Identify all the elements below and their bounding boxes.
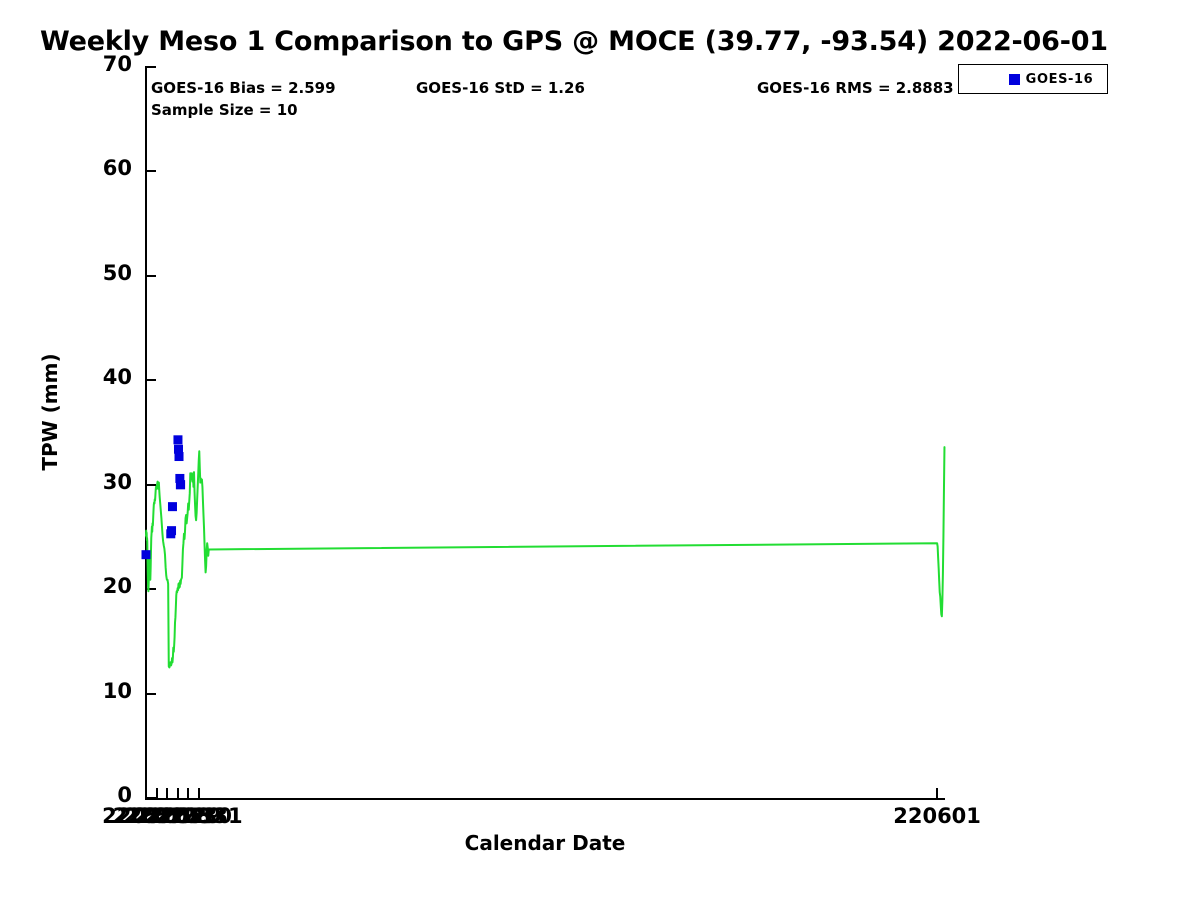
- y-tick-mark: [145, 692, 156, 695]
- stat-bias-label: GOES-16 Bias = 2.599: [151, 79, 336, 97]
- y-tick-mark: [145, 66, 156, 68]
- goes16-series-markers: [141, 435, 186, 560]
- stat-rms-label: GOES-16 RMS = 2.8883: [757, 79, 954, 97]
- y-tick-label: 70: [102, 52, 132, 76]
- y-axis-line: [145, 67, 147, 800]
- goes16-data-point: [175, 480, 185, 490]
- y-tick-mark: [145, 797, 156, 799]
- y-tick-label: 10: [102, 678, 132, 703]
- x-tick-label: 220601: [893, 804, 981, 828]
- x-tick-label: 220529: [133, 804, 222, 828]
- x-tick-label: 220531: [154, 804, 243, 828]
- x-tick-mark: [936, 788, 939, 799]
- y-tick-label: 60: [102, 156, 132, 181]
- y-tick-label: 20: [102, 574, 132, 599]
- y-tick-mark: [145, 170, 156, 173]
- goes16-data-point: [166, 529, 176, 539]
- x-tick-label: 220526: [102, 804, 190, 828]
- y-tick-label: 30: [102, 469, 132, 494]
- stat-sample-size-label: Sample Size = 10: [151, 101, 298, 119]
- x-tick-label: 220527: [112, 804, 201, 828]
- y-tick-mark: [145, 483, 156, 486]
- x-tick-mark: [176, 788, 179, 799]
- y-axis-title: TPW (mm): [38, 353, 62, 471]
- x-tick-label: 220528: [123, 804, 211, 828]
- stat-std-label: GOES-16 StD = 1.26: [416, 79, 585, 97]
- goes16-data-point: [174, 452, 184, 462]
- gps-series-line: [145, 446, 946, 669]
- y-tick-mark: [145, 274, 156, 277]
- goes16-data-point: [173, 435, 183, 445]
- x-axis-title: Calendar Date: [464, 831, 626, 855]
- y-tick-mark: [145, 379, 156, 382]
- x-axis-line: [145, 798, 945, 800]
- goes16-data-point: [173, 444, 183, 454]
- y-tick-label: 40: [102, 365, 132, 390]
- y-tick-mark: [145, 588, 156, 591]
- goes16-data-point: [175, 473, 185, 483]
- x-tick-mark: [197, 788, 200, 799]
- y-tick-label: 50: [102, 260, 132, 285]
- goes16-data-point: [167, 526, 177, 536]
- x-tick-mark: [166, 788, 169, 799]
- x-tick-label: 220530: [144, 804, 233, 828]
- legend-label-goes16: GOES-16: [1025, 71, 1094, 87]
- legend-swatch-goes16: [1009, 73, 1020, 85]
- x-tick-mark: [187, 788, 190, 799]
- chart-title: Weekly Meso 1 Comparison to GPS @ MOCE (…: [40, 26, 1108, 57]
- y-tick-label: 0: [117, 783, 132, 807]
- x-tick-mark: [155, 788, 158, 799]
- legend: GOES-16: [958, 64, 1108, 94]
- x-tick-mark: [145, 788, 147, 799]
- goes16-data-point: [167, 502, 177, 512]
- goes16-data-point: [176, 480, 186, 490]
